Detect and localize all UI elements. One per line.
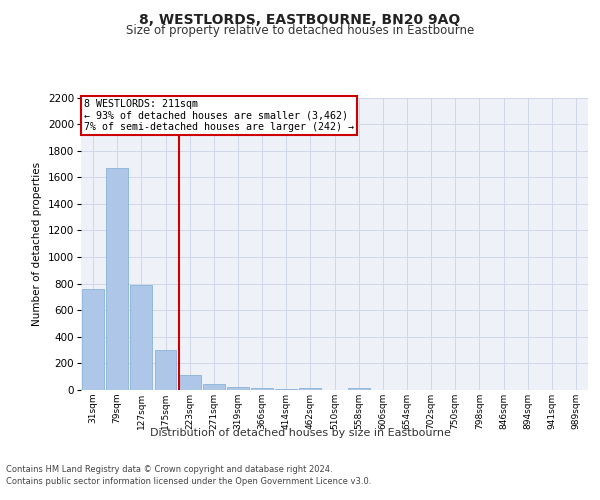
Text: 8, WESTLORDS, EASTBOURNE, BN20 9AQ: 8, WESTLORDS, EASTBOURNE, BN20 9AQ <box>139 12 461 26</box>
Text: Contains HM Land Registry data © Crown copyright and database right 2024.: Contains HM Land Registry data © Crown c… <box>6 465 332 474</box>
Y-axis label: Number of detached properties: Number of detached properties <box>32 162 42 326</box>
Text: Size of property relative to detached houses in Eastbourne: Size of property relative to detached ho… <box>126 24 474 37</box>
Bar <box>275 388 297 390</box>
Bar <box>203 384 224 390</box>
Text: 8 WESTLORDS: 211sqm
← 93% of detached houses are smaller (3,462)
7% of semi-deta: 8 WESTLORDS: 211sqm ← 93% of detached ho… <box>83 99 353 132</box>
Bar <box>227 386 249 390</box>
Bar <box>82 289 104 390</box>
Bar <box>106 168 128 390</box>
Bar <box>130 285 152 390</box>
Bar <box>179 376 200 390</box>
Bar <box>155 350 176 390</box>
Bar <box>299 388 321 390</box>
Text: Distribution of detached houses by size in Eastbourne: Distribution of detached houses by size … <box>149 428 451 438</box>
Bar <box>348 388 370 390</box>
Text: Contains public sector information licensed under the Open Government Licence v3: Contains public sector information licen… <box>6 478 371 486</box>
Bar <box>251 388 273 390</box>
